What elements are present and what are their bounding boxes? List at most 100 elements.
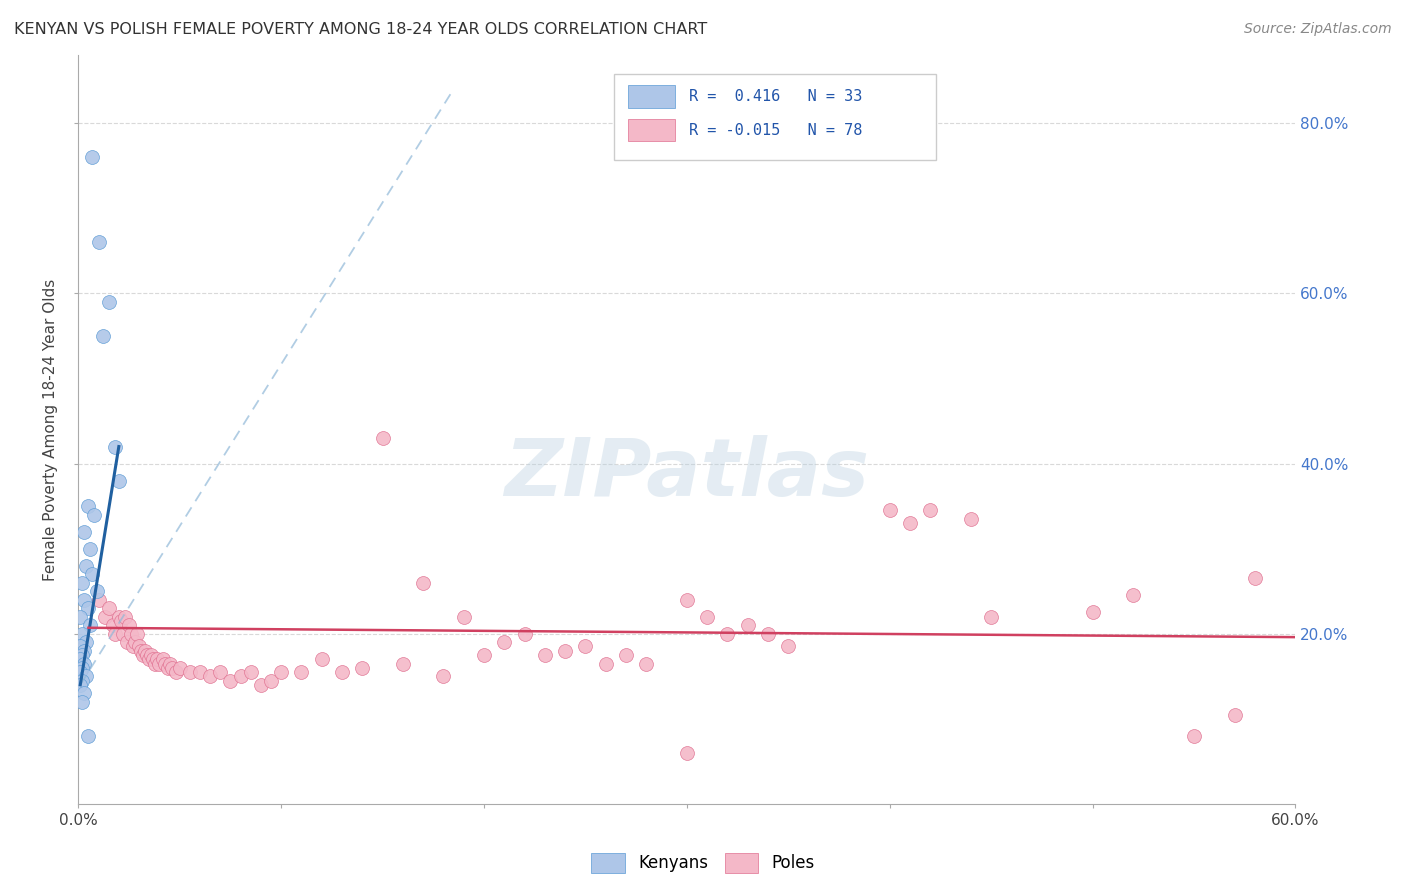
- Point: [636, 657, 658, 671]
- Y-axis label: Female Poverty Among 18-24 Year Olds: Female Poverty Among 18-24 Year Olds: [44, 278, 58, 581]
- Point: [453, 609, 475, 624]
- Point: [72, 626, 94, 640]
- Point: [676, 746, 699, 760]
- Point: [69, 652, 91, 666]
- Point: [79, 618, 101, 632]
- Point: [138, 652, 160, 666]
- Point: [72, 575, 94, 590]
- Point: [97, 294, 120, 309]
- Point: [73, 657, 96, 671]
- Point: [554, 644, 576, 658]
- Point: [110, 614, 132, 628]
- Point: [472, 648, 495, 662]
- Point: [101, 618, 124, 632]
- Point: [716, 626, 738, 640]
- Point: [330, 665, 353, 679]
- Point: [72, 695, 94, 709]
- Point: [111, 626, 134, 640]
- Point: [209, 665, 232, 679]
- Point: [142, 652, 165, 666]
- Point: [120, 626, 142, 640]
- Text: Source: ZipAtlas.com: Source: ZipAtlas.com: [1244, 22, 1392, 37]
- Point: [108, 609, 131, 624]
- Point: [132, 648, 155, 662]
- Point: [87, 592, 110, 607]
- Point: [676, 592, 699, 607]
- Point: [73, 524, 96, 539]
- Point: [118, 618, 141, 632]
- Point: [91, 329, 114, 343]
- Point: [778, 640, 800, 654]
- Point: [392, 657, 415, 671]
- Point: [69, 665, 91, 679]
- Text: R = -0.015   N = 78: R = -0.015 N = 78: [689, 122, 863, 137]
- Point: [879, 503, 901, 517]
- Point: [179, 665, 201, 679]
- Point: [93, 609, 115, 624]
- Point: [115, 635, 138, 649]
- Point: [432, 669, 454, 683]
- Point: [77, 601, 100, 615]
- Point: [352, 661, 374, 675]
- Point: [155, 657, 177, 671]
- Point: [270, 665, 292, 679]
- Point: [141, 648, 163, 662]
- FancyBboxPatch shape: [614, 74, 936, 160]
- Point: [513, 626, 536, 640]
- Point: [1223, 707, 1246, 722]
- Point: [128, 640, 150, 654]
- Point: [108, 474, 131, 488]
- Point: [250, 678, 273, 692]
- Point: [1182, 729, 1205, 743]
- Point: [160, 661, 183, 675]
- Point: [69, 640, 91, 654]
- Bar: [628, 85, 675, 108]
- Point: [146, 652, 169, 666]
- Point: [69, 609, 91, 624]
- Point: [124, 635, 146, 649]
- Point: [75, 635, 97, 649]
- Point: [114, 609, 136, 624]
- Point: [122, 640, 145, 654]
- Point: [614, 648, 637, 662]
- Point: [980, 609, 1002, 624]
- Point: [83, 508, 105, 522]
- Point: [86, 584, 108, 599]
- Point: [574, 640, 596, 654]
- Point: [1122, 589, 1144, 603]
- Point: [756, 626, 779, 640]
- Point: [77, 499, 100, 513]
- Point: [148, 657, 170, 671]
- Point: [219, 673, 242, 688]
- Point: [73, 686, 96, 700]
- Point: [69, 678, 91, 692]
- Point: [152, 652, 174, 666]
- Point: [165, 665, 187, 679]
- Point: [260, 673, 283, 688]
- Point: [159, 657, 181, 671]
- Point: [136, 648, 159, 662]
- Text: KENYAN VS POLISH FEMALE POVERTY AMONG 18-24 YEAR OLDS CORRELATION CHART: KENYAN VS POLISH FEMALE POVERTY AMONG 18…: [14, 22, 707, 37]
- Point: [73, 592, 96, 607]
- Point: [920, 503, 942, 517]
- Point: [188, 665, 211, 679]
- Point: [72, 648, 94, 662]
- Legend: Kenyans, Poles: Kenyans, Poles: [585, 847, 821, 880]
- Point: [104, 440, 127, 454]
- Text: ZIPatlas: ZIPatlas: [505, 435, 869, 514]
- Point: [73, 644, 96, 658]
- Point: [1244, 571, 1267, 585]
- Point: [898, 516, 921, 530]
- Point: [72, 661, 94, 675]
- Point: [82, 567, 104, 582]
- Point: [198, 669, 221, 683]
- Point: [960, 512, 983, 526]
- Point: [290, 665, 312, 679]
- Point: [104, 626, 127, 640]
- Point: [229, 669, 252, 683]
- Point: [169, 661, 191, 675]
- Point: [127, 626, 149, 640]
- Text: R =  0.416   N = 33: R = 0.416 N = 33: [689, 89, 863, 103]
- Point: [371, 431, 394, 445]
- Point: [72, 673, 94, 688]
